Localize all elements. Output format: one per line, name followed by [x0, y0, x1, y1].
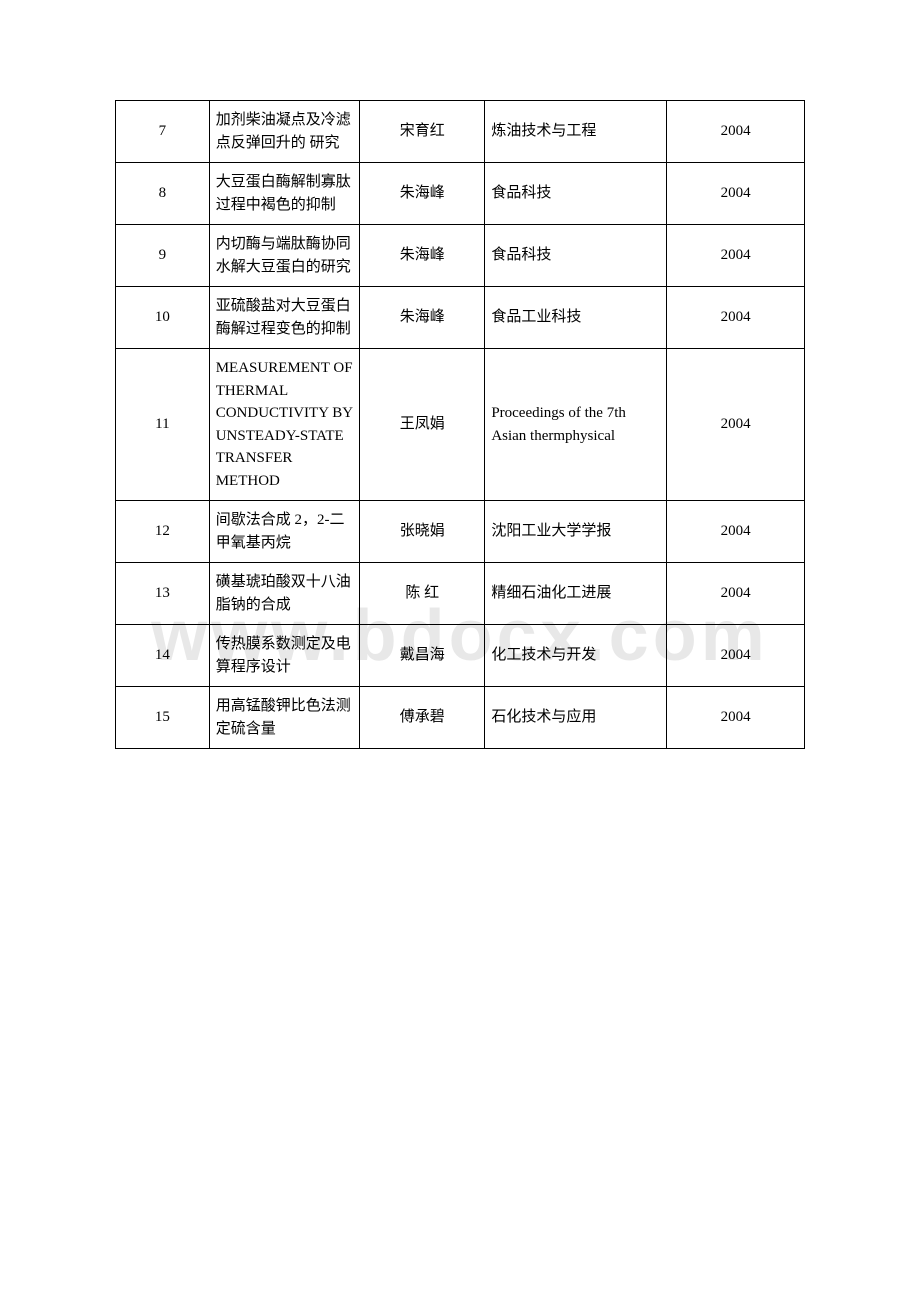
table-row: 12 间歇法合成 2，2-二甲氧基丙烷 张晓娟 沈阳工业大学学报 2004: [116, 501, 805, 563]
cell-journal: 食品科技: [485, 163, 667, 225]
cell-num: 12: [116, 501, 210, 563]
cell-num: 9: [116, 225, 210, 287]
cell-title: MEASUREMENT OF THERMAL CONDUCTIVITY BY U…: [209, 349, 359, 501]
cell-journal: 食品工业科技: [485, 287, 667, 349]
cell-title: 磺基琥珀酸双十八油脂钠的合成: [209, 563, 359, 625]
cell-num: 8: [116, 163, 210, 225]
cell-title: 内切酶与端肽酶协同水解大豆蛋白的研究: [209, 225, 359, 287]
cell-journal: 精细石油化工进展: [485, 563, 667, 625]
cell-title: 用高锰酸钾比色法测定硫含量: [209, 687, 359, 749]
cell-author: 傅承碧: [360, 687, 485, 749]
cell-year: 2004: [667, 163, 805, 225]
cell-num: 15: [116, 687, 210, 749]
cell-num: 11: [116, 349, 210, 501]
cell-journal: 石化技术与应用: [485, 687, 667, 749]
cell-title: 传热膜系数测定及电算程序设计: [209, 625, 359, 687]
cell-author: 王凤娟: [360, 349, 485, 501]
table-row: 14 传热膜系数测定及电算程序设计 戴昌海 化工技术与开发 2004: [116, 625, 805, 687]
cell-author: 陈 红: [360, 563, 485, 625]
cell-title: 亚硫酸盐对大豆蛋白酶解过程变色的抑制: [209, 287, 359, 349]
cell-title: 大豆蛋白酶解制寡肽过程中褐色的抑制: [209, 163, 359, 225]
cell-year: 2004: [667, 687, 805, 749]
cell-num: 14: [116, 625, 210, 687]
table-row: 15 用高锰酸钾比色法测定硫含量 傅承碧 石化技术与应用 2004: [116, 687, 805, 749]
cell-title: 间歇法合成 2，2-二甲氧基丙烷: [209, 501, 359, 563]
cell-journal: 化工技术与开发: [485, 625, 667, 687]
cell-author: 朱海峰: [360, 225, 485, 287]
cell-author: 朱海峰: [360, 163, 485, 225]
table-row: 13 磺基琥珀酸双十八油脂钠的合成 陈 红 精细石油化工进展 2004: [116, 563, 805, 625]
cell-author: 戴昌海: [360, 625, 485, 687]
cell-num: 7: [116, 101, 210, 163]
cell-year: 2004: [667, 625, 805, 687]
table-row: 9 内切酶与端肽酶协同水解大豆蛋白的研究 朱海峰 食品科技 2004: [116, 225, 805, 287]
cell-year: 2004: [667, 563, 805, 625]
table-row: 10 亚硫酸盐对大豆蛋白酶解过程变色的抑制 朱海峰 食品工业科技 2004: [116, 287, 805, 349]
cell-author: 宋育红: [360, 101, 485, 163]
cell-year: 2004: [667, 287, 805, 349]
cell-journal: 沈阳工业大学学报: [485, 501, 667, 563]
cell-year: 2004: [667, 101, 805, 163]
cell-title: 加剂柴油凝点及冷滤点反弹回升的 研究: [209, 101, 359, 163]
cell-year: 2004: [667, 501, 805, 563]
cell-year: 2004: [667, 225, 805, 287]
cell-num: 13: [116, 563, 210, 625]
cell-journal: 食品科技: [485, 225, 667, 287]
publications-table: 7 加剂柴油凝点及冷滤点反弹回升的 研究 宋育红 炼油技术与工程 2004 8 …: [115, 100, 805, 749]
cell-journal: 炼油技术与工程: [485, 101, 667, 163]
cell-journal: Proceedings of the 7th Asian thermphysic…: [485, 349, 667, 501]
cell-year: 2004: [667, 349, 805, 501]
table-row: 8 大豆蛋白酶解制寡肽过程中褐色的抑制 朱海峰 食品科技 2004: [116, 163, 805, 225]
cell-num: 10: [116, 287, 210, 349]
cell-author: 张晓娟: [360, 501, 485, 563]
cell-author: 朱海峰: [360, 287, 485, 349]
table-row: 11 MEASUREMENT OF THERMAL CONDUCTIVITY B…: [116, 349, 805, 501]
table-row: 7 加剂柴油凝点及冷滤点反弹回升的 研究 宋育红 炼油技术与工程 2004: [116, 101, 805, 163]
